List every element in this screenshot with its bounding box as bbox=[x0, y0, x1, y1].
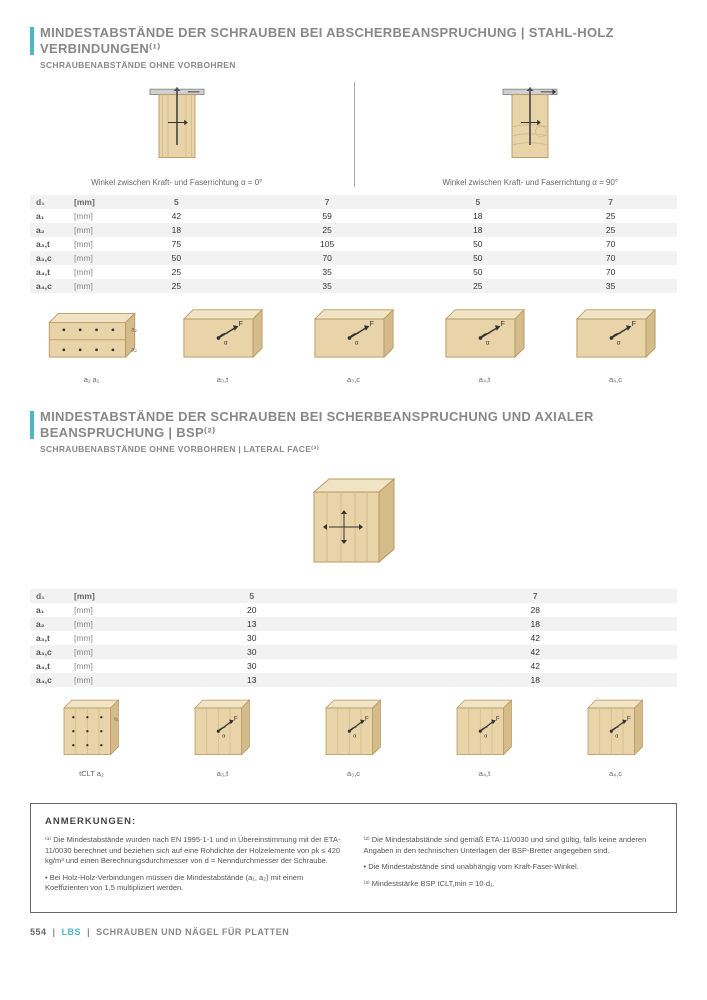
svg-text:α: α bbox=[615, 734, 618, 740]
table-row: a₃,c[mm]3042 bbox=[30, 645, 677, 659]
notes-columns: ⁽¹⁾ Die Mindestabstände wurden nach EN 1… bbox=[45, 835, 662, 900]
d1-label: d₁ bbox=[30, 195, 70, 209]
d1-unit2: [mm] bbox=[70, 589, 110, 603]
notes-col1: ⁽¹⁾ Die Mindestabstände wurden nach EN 1… bbox=[45, 835, 344, 900]
notes-col2: ⁽²⁾ Die Mindestabstände sind gemäß ETA-1… bbox=[364, 835, 663, 900]
section2-title: MINDESTABSTÄNDE DER SCHRAUBEN BEI SCHERB… bbox=[40, 409, 677, 440]
table-row: a₄,t[mm]3042 bbox=[30, 659, 677, 673]
table-row: d₁ [mm] 5 7 5 7 bbox=[30, 195, 677, 209]
wood-diagram: Fαa₃,c bbox=[292, 303, 415, 384]
note-item: • Die Mindestabstände sind unabhängig vo… bbox=[364, 862, 663, 873]
note-item: ⁽¹⁾ Die Mindestabstände wurden nach EN 1… bbox=[45, 835, 344, 867]
wood-panel-diagram: a₁tCLT a₂ bbox=[30, 697, 153, 778]
screw-diagram-0deg bbox=[132, 82, 222, 172]
section1-title: MINDESTABSTÄNDE DER SCHRAUBEN BEI ABSCHE… bbox=[40, 25, 677, 56]
svg-text:a₂: a₂ bbox=[131, 347, 138, 354]
footer-text: SCHRAUBEN UND NÄGEL FÜR PLATTEN bbox=[96, 927, 289, 937]
wood-panel-diagram: Fαa₃,c bbox=[292, 697, 415, 778]
table-row: a₃,t[mm]751055070 bbox=[30, 237, 677, 251]
table-row: a₄,c[mm]25352535 bbox=[30, 279, 677, 293]
svg-text:F: F bbox=[238, 319, 243, 328]
table-row: a₁[mm]42591825 bbox=[30, 209, 677, 223]
table-row: a₃,t[mm]3042 bbox=[30, 631, 677, 645]
section2-title-row: MINDESTABSTÄNDE DER SCHRAUBEN BEI SCHERB… bbox=[30, 409, 677, 440]
d1-label2: d₁ bbox=[30, 589, 70, 603]
svg-text:α: α bbox=[484, 734, 487, 740]
note-item: ⁽²⁾ Die Mindestabstände sind gemäß ETA-1… bbox=[364, 835, 663, 856]
accent-bar bbox=[30, 411, 34, 439]
table-row: a₂[mm]18251825 bbox=[30, 223, 677, 237]
svg-text:α: α bbox=[354, 340, 358, 347]
table-row: a₁[mm]2028 bbox=[30, 603, 677, 617]
wood-panel-diagram: Fαa₄,t bbox=[423, 697, 546, 778]
svg-text:a₁: a₁ bbox=[113, 717, 118, 723]
table-row: a₃,c[mm]50705070 bbox=[30, 251, 677, 265]
svg-text:a₂: a₂ bbox=[131, 327, 138, 334]
svg-text:α: α bbox=[485, 340, 489, 347]
svg-text:α: α bbox=[616, 340, 620, 347]
clt-panel-diagram bbox=[299, 467, 409, 577]
svg-text:F: F bbox=[369, 319, 374, 328]
section2-wood-diagrams: a₁tCLT a₂Fαa₃,tFαa₃,cFαa₄,tFαa₄,c bbox=[30, 697, 677, 778]
page-footer: 554 | LBS | SCHRAUBEN UND NÄGEL FÜR PLAT… bbox=[30, 927, 677, 937]
svg-text:F: F bbox=[495, 716, 499, 723]
svg-text:α: α bbox=[223, 340, 227, 347]
svg-text:F: F bbox=[364, 716, 368, 723]
section1-wood-diagrams: a₂a₂a₁ a₁Fαa₃,tFαa₃,cFαa₄,tFαa₄,c bbox=[30, 303, 677, 384]
page-number: 554 bbox=[30, 927, 47, 937]
diagram-alpha90: Winkel zwischen Kraft- und Faserrichtung… bbox=[384, 82, 678, 187]
svg-text:α: α bbox=[353, 734, 356, 740]
section2-subtitle: SCHRAUBENABSTÄNDE OHNE VORBOHREN | LATER… bbox=[40, 444, 677, 455]
note-item: ⁽³⁾ Mindeststärke BSP tCLT,min = 10·d₁. bbox=[364, 879, 663, 890]
wood-diagram: Fαa₄,t bbox=[423, 303, 546, 384]
caption-alpha0: Winkel zwischen Kraft- und Faserrichtung… bbox=[30, 178, 324, 187]
section2-table: d₁ [mm] 5 7 a₁[mm]2028a₂[mm]1318a₃,t[mm]… bbox=[30, 589, 677, 687]
svg-text:F: F bbox=[500, 319, 505, 328]
accent-bar bbox=[30, 27, 34, 55]
svg-text:F: F bbox=[631, 319, 636, 328]
table-row: d₁ [mm] 5 7 bbox=[30, 589, 677, 603]
svg-text:F: F bbox=[233, 716, 237, 723]
section1-diagrams: Winkel zwischen Kraft- und Faserrichtung… bbox=[30, 82, 677, 187]
screw-diagram-90deg bbox=[485, 82, 575, 172]
wood-diagram: Fαa₃,t bbox=[161, 303, 284, 384]
diagram-alpha0: Winkel zwischen Kraft- und Faserrichtung… bbox=[30, 82, 324, 187]
wood-panel-diagram: Fαa₄,c bbox=[554, 697, 677, 778]
table-row: a₄,c[mm]1318 bbox=[30, 673, 677, 687]
notes-title: ANMERKUNGEN: bbox=[45, 816, 662, 827]
notes-box: ANMERKUNGEN: ⁽¹⁾ Die Mindestabstände wur… bbox=[30, 803, 677, 913]
brand: LBS bbox=[62, 927, 82, 937]
wood-panel-diagram: Fαa₃,t bbox=[161, 697, 284, 778]
wood-diagram: Fαa₄,c bbox=[554, 303, 677, 384]
d1-unit: [mm] bbox=[70, 195, 110, 209]
section1-subtitle: SCHRAUBENABSTÄNDE OHNE VORBOHREN bbox=[40, 60, 677, 70]
section-steel-wood: MINDESTABSTÄNDE DER SCHRAUBEN BEI ABSCHE… bbox=[30, 25, 677, 384]
section1-table: d₁ [mm] 5 7 5 7 a₁[mm]42591825a₂[mm]1825… bbox=[30, 195, 677, 293]
svg-text:α: α bbox=[222, 734, 225, 740]
section1-title-row: MINDESTABSTÄNDE DER SCHRAUBEN BEI ABSCHE… bbox=[30, 25, 677, 56]
svg-text:F: F bbox=[626, 716, 630, 723]
table-row: a₄,t[mm]25355070 bbox=[30, 265, 677, 279]
wood-diagram: a₂a₂a₁ a₁ bbox=[30, 303, 153, 384]
section2-diagram bbox=[30, 467, 677, 579]
caption-alpha90: Winkel zwischen Kraft- und Faserrichtung… bbox=[384, 178, 678, 187]
section-bsp: MINDESTABSTÄNDE DER SCHRAUBEN BEI SCHERB… bbox=[30, 409, 677, 778]
note-item: • Bei Holz-Holz-Verbindungen müssen die … bbox=[45, 873, 344, 894]
table-row: a₂[mm]1318 bbox=[30, 617, 677, 631]
